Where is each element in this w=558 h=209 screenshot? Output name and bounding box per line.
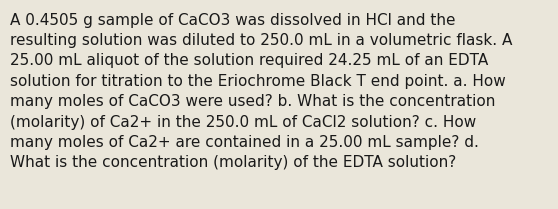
- Text: A 0.4505 g sample of CaCO3 was dissolved in HCl and the
resulting solution was d: A 0.4505 g sample of CaCO3 was dissolved…: [10, 13, 512, 170]
